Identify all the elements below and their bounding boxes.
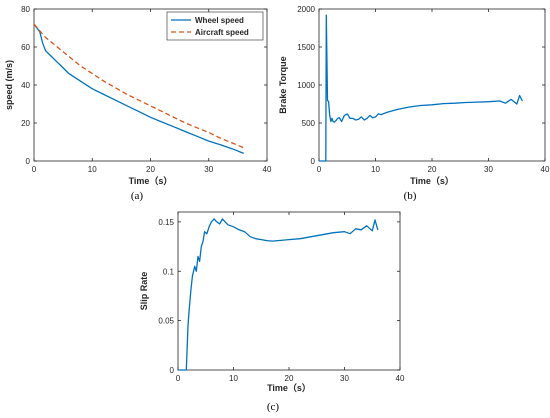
y-tick-label-b-1: 500 (302, 119, 316, 128)
legend-a: Wheel speed Aircraft speed (166, 11, 264, 41)
plot-frame-c (177, 211, 401, 371)
panel-caption-a: (a) (131, 190, 144, 202)
legend-label-a-0: Wheel speed (195, 16, 244, 25)
x-tick-label-a-1: 10 (88, 165, 97, 174)
x-axis-label-a: Time（s） (129, 176, 173, 186)
x-tick-label-a-3: 30 (204, 165, 213, 174)
x-tick-label-c-0: 0 (176, 374, 181, 383)
series-line-a-1 (33, 23, 244, 149)
y-tick-label-a-1: 20 (21, 119, 30, 128)
x-axis-label-c: Time（s） (267, 383, 311, 393)
plot-frame-b (318, 8, 546, 162)
chart-panel-b: 0 10 20 30 40 0 500 1000 1500 2000 Time（s） Brake To… (278, 5, 550, 202)
y-tick-label-a-2: 40 (21, 81, 30, 90)
y-tick-label-c-1: 0.05 (158, 317, 174, 326)
x-tick-label-b-4: 40 (541, 165, 550, 174)
y-tick-label-b-3: 1500 (297, 43, 315, 52)
series-line-b-0 (319, 14, 523, 162)
x-axis-label-b: Time（s） (410, 176, 454, 186)
series-line-c-0 (178, 218, 379, 371)
x-tick-label-a-0: 0 (32, 165, 37, 174)
x-tick-label-b-0: 0 (317, 165, 322, 174)
y-tick-label-c-3: 0.15 (158, 218, 174, 227)
x-tick-label-c-1: 10 (229, 374, 238, 383)
y-axis-label-a: speed (m/s) (4, 60, 14, 110)
x-tick-label-a-4: 40 (263, 165, 272, 174)
panel-caption-b: (b) (404, 190, 417, 202)
y-tick-label-c-0: 0 (170, 366, 175, 375)
y-tick-label-a-0: 0 (26, 157, 31, 166)
y-axis-label-b: Brake Torque (278, 56, 288, 113)
y-tick-label-c-2: 0.1 (163, 267, 175, 276)
panel-caption-c: (c) (267, 401, 280, 413)
y-tick-label-a-3: 60 (21, 43, 30, 52)
x-tick-label-c-2: 20 (285, 374, 294, 383)
legend-label-a-1: Aircraft speed (195, 28, 249, 37)
y-tick-label-b-2: 1000 (297, 81, 315, 90)
y-tick-label-a-4: 80 (21, 5, 30, 14)
series-line-a-0 (33, 23, 244, 155)
y-tick-label-b-0: 0 (311, 157, 316, 166)
x-tick-label-c-3: 30 (340, 374, 349, 383)
x-tick-label-c-4: 40 (396, 374, 405, 383)
chart-panel-c: 0 10 20 30 40 0 0.05 0.1 0.15 Time（s） Slip Rate (c) (139, 211, 405, 413)
y-axis-label-c: Slip Rate (139, 272, 149, 311)
x-tick-label-b-1: 10 (371, 165, 380, 174)
legend-box-a (166, 11, 264, 41)
chart-panel-a: 0 10 20 30 40 0 20 40 60 80 Time（s） speed (m/s) Whee… (4, 5, 272, 202)
x-tick-label-b-3: 30 (484, 165, 493, 174)
y-tick-label-b-4: 2000 (297, 5, 315, 14)
x-tick-label-b-2: 20 (428, 165, 437, 174)
x-tick-label-a-2: 20 (146, 165, 155, 174)
